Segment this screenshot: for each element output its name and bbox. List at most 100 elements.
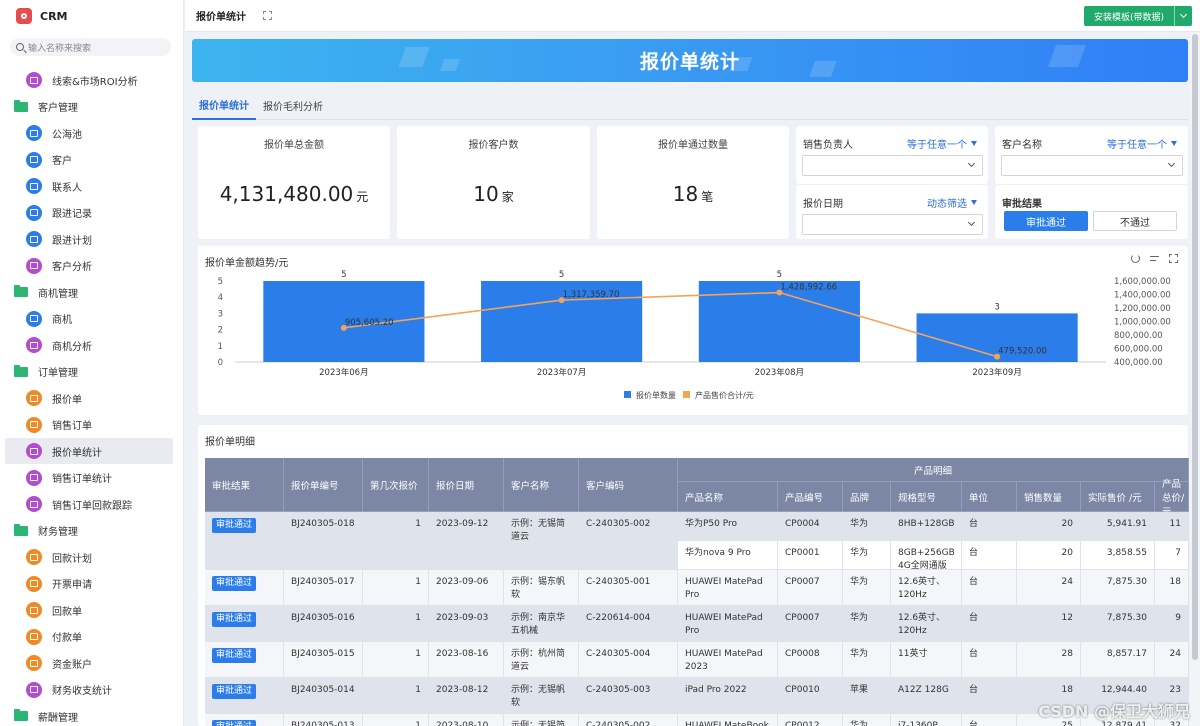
sidebar-group[interactable]: 订单管理 [5,359,173,385]
column-header[interactable]: 第几次报价 [363,458,429,512]
app-title: CRM [40,9,68,23]
filter-mode-dropdown[interactable]: 动态筛选 [927,195,977,210]
chevron-down-icon [1167,159,1176,168]
sidebar-item[interactable]: 商机 [5,306,173,332]
table-cell-date: 2023-08-16 [429,642,504,678]
quote-date-select[interactable] [802,214,983,235]
product-cell: HUAWEI MatePad 2023 [678,642,778,678]
filter-mode-dropdown[interactable]: 等于任意一个 [1107,136,1177,151]
product-column-header[interactable]: 规格型号 [891,482,962,512]
column-header[interactable]: 客户名称 [504,458,579,512]
filter-mode-dropdown[interactable]: 等于任意一个 [907,136,977,151]
sidebar-item-label: 商机分析 [52,341,92,353]
product-column-header[interactable]: 产品总价/元 [1155,479,1189,518]
sort-icon[interactable] [1150,254,1159,263]
install-template-button[interactable]: 安装模板(带数据) [1083,6,1192,26]
page-scrollbar[interactable] [1190,32,1200,726]
sidebar-item[interactable]: 开票申请 [5,571,173,597]
sidebar-group[interactable]: 薪酬管理 [5,703,173,726]
sidebar-group[interactable]: 财务管理 [5,518,173,544]
caret-down-icon [971,141,977,146]
product-cell: 台 [962,714,1017,726]
fullscreen-icon[interactable] [263,11,272,20]
tab-margin-analysis[interactable]: 报价毛利分析 [263,101,323,113]
product-column-header[interactable]: 产品名称 [678,482,778,512]
sidebar-item[interactable]: 线索&市场ROI分析 [5,67,173,93]
y-right-tick-label: 400,000.00 [1114,358,1163,368]
product-column-header[interactable]: 实际售价 /元 [1081,482,1155,512]
tab-quote-statistics[interactable]: 报价单统计 [192,90,256,120]
sidebar-item[interactable]: 报价单统计 [5,438,173,464]
y-right-tick-label: 600,000.00 [1114,345,1163,355]
y-right-tick-label: 1,200,000.00 [1114,304,1171,314]
group-header: 产品明细 [678,458,1189,482]
sidebar-search-input[interactable]: 输入名称来搜索 [10,38,171,56]
sidebar-item[interactable]: 销售订单 [5,412,173,438]
filter-mode-label: 动态筛选 [927,199,967,210]
table-cell-no: BJ240305-014 [284,678,363,714]
sidebar-item-label: 销售订单回款跟踪 [52,500,132,512]
sidebar-item[interactable]: 跟进记录 [5,200,173,226]
install-template-label[interactable]: 安装模板(带数据) [1083,6,1174,26]
x-tick-label: 2023年09月 [972,367,1021,378]
product-cell: 20 [1017,541,1081,570]
product-cell: i7-1360P 2TB [891,714,962,726]
order-icon [26,416,42,433]
product-cell: 7,875.30 [1081,606,1155,642]
sidebar-item[interactable]: 商机分析 [5,332,173,358]
y-right-tick-label: 1,400,000.00 [1114,291,1171,301]
kpi-card-customer-count: 报价客户数 10 家 [397,126,590,239]
scrollbar-thumb[interactable] [1192,34,1198,660]
table-cell-no: BJ240305-016 [284,606,363,642]
product-column-header[interactable]: 销售数量 [1017,482,1081,512]
sidebar-item[interactable]: 联系人 [5,173,173,199]
column-header[interactable]: 审批结果 [205,458,284,512]
brand[interactable]: CRM [0,0,183,32]
sidebar-item[interactable]: 跟进计划 [5,226,173,252]
product-cell: 12.6英寸、120Hz [891,606,962,642]
sidebar-group[interactable]: 客户管理 [5,94,173,120]
sidebar-item[interactable]: 销售订单回款跟踪 [5,491,173,517]
sidebar-item[interactable]: 客户 [5,147,173,173]
product-cell: 18 [1155,570,1189,606]
filter-label: 销售负责人 [803,140,853,151]
table-cell-date: 2023-09-12 [429,512,504,570]
approval-option-rejected[interactable]: 不通过 [1093,211,1177,231]
sales-owner-select[interactable] [802,155,983,176]
caret-down-icon [971,200,977,205]
status-cell: 审批通过 [205,512,284,570]
folder-icon [14,709,28,721]
column-header[interactable]: 报价日期 [429,458,504,512]
product-cell: 台 [962,570,1017,606]
product-column-header[interactable]: 产品编号 [778,482,843,512]
sidebar-item[interactable]: 付款单 [5,624,173,650]
kpi-unit: 元 [356,190,369,204]
column-header[interactable]: 报价单编号 [284,458,363,512]
approval-option-approved[interactable]: 审批通过 [1004,211,1088,231]
product-cell: CP0004 [778,512,843,541]
fullscreen-icon[interactable] [1169,254,1178,263]
table-cell-no: BJ240305-018 [284,512,363,570]
bar [481,281,643,362]
sidebar-group[interactable]: 商机管理 [5,279,173,305]
sidebar-item[interactable]: 回款计划 [5,544,173,570]
column-header[interactable]: 客户编码 [579,458,678,512]
target-icon [26,310,42,327]
sidebar-item[interactable]: 资金账户 [5,650,173,676]
line-data-label: 479,520.00 [998,347,1047,357]
refresh-icon[interactable] [1131,254,1140,263]
kpi-number: 4,131,480.00 [219,182,354,206]
product-cell: HUAWEI MatePad Pro [678,570,778,606]
sidebar-item[interactable]: 公海池 [5,120,173,146]
sidebar-item[interactable]: 销售订单统计 [5,465,173,491]
product-column-header[interactable]: 单位 [962,482,1017,512]
product-column-header[interactable]: 品牌 [843,482,891,512]
sidebar-item[interactable]: 客户分析 [5,253,173,279]
sidebar-item[interactable]: 回款单 [5,597,173,623]
legend-label: 产品售价合计/元 [695,390,754,400]
customer-name-select[interactable] [1001,155,1183,176]
sidebar-item[interactable]: 财务收支统计 [5,677,173,703]
install-dropdown-button[interactable] [1174,6,1192,26]
product-cell: 12 [1017,606,1081,642]
sidebar-item[interactable]: 报价单 [5,385,173,411]
